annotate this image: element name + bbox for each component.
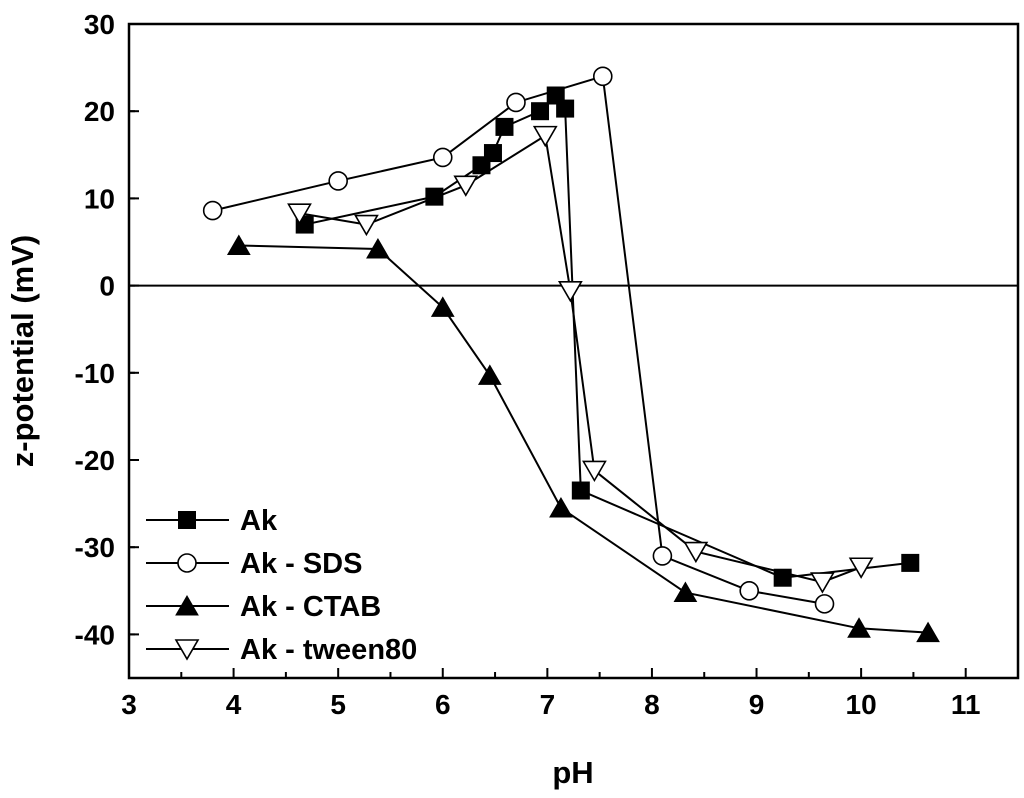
data-point-ak-tween80 <box>683 541 709 564</box>
data-point-ak-tween80 <box>848 557 874 579</box>
data-point-ak-tween80 <box>287 203 312 225</box>
data-point-ak-ctab <box>673 581 698 603</box>
axis-ticks: 3 4 5 6 7 8 9 10 11 30 20 10 0 -10 -20 -30 -40 <box>75 9 981 720</box>
y-axis-title: z-potential (mV) <box>5 235 40 468</box>
data-point-ak-sds <box>739 580 760 601</box>
legend-marker-ak <box>178 511 196 529</box>
data-point-ak-ctab <box>847 617 871 638</box>
legend-marker-ak-ctab <box>175 595 199 616</box>
data-point-ak-sds <box>652 546 673 566</box>
legend-label-ak-sds: Ak - SDS <box>240 548 362 580</box>
data-point-ak-sds <box>328 171 348 191</box>
data-point-ak-sds <box>592 66 613 87</box>
data-point-ak <box>531 102 550 121</box>
data-point-ak-ctab <box>366 237 390 259</box>
series-line-ak-ctab <box>238 244 929 634</box>
data-point-ak-ctab <box>430 296 455 317</box>
x-tick-label: 9 <box>749 689 765 720</box>
series-markers <box>202 66 940 643</box>
data-point-ak-tween80 <box>453 175 479 197</box>
series-line-ak-sds <box>212 75 825 605</box>
legend-label-ak: Ak <box>240 505 278 537</box>
y-tick-label: -10 <box>75 358 115 389</box>
data-point-ak-ctab <box>916 621 940 643</box>
data-point-ak <box>773 568 792 587</box>
plot-frame <box>127 22 1020 680</box>
x-tick-label: 8 <box>644 689 660 720</box>
legend-marker-ak-tween80 <box>174 639 200 661</box>
data-point-ak-ctab <box>477 364 502 385</box>
y-tick-label: 30 <box>84 9 115 40</box>
y-tick-label: -30 <box>75 532 115 563</box>
y-tick-label: 20 <box>84 96 115 127</box>
data-point-ak-tween80 <box>810 572 835 594</box>
legend-label-ak-tween80: Ak - tween80 <box>240 634 417 666</box>
y-tick-label: -40 <box>75 619 115 650</box>
legend-label-ak-ctab: Ak - CTAB <box>240 591 381 623</box>
x-tick-label: 6 <box>435 689 451 720</box>
legend: Ak Ak - SDS Ak - CTAB Ak - tween80 <box>146 505 417 666</box>
data-point-ak-ctab <box>226 234 251 255</box>
x-tick-label: 4 <box>226 689 242 720</box>
x-tick-label: 7 <box>540 689 556 720</box>
legend-marker-ak-sds <box>177 553 197 573</box>
x-tick-label: 3 <box>121 689 137 720</box>
data-point-ak-sds <box>432 147 453 168</box>
series-line-ak-tween80 <box>299 133 862 584</box>
data-point-ak-sds <box>814 594 835 614</box>
data-point-ak-sds <box>202 200 223 221</box>
data-point-ak-tween80 <box>557 281 583 303</box>
y-tick-label: 10 <box>84 183 115 214</box>
data-point-ak-sds <box>506 92 526 113</box>
y-tick-label: -20 <box>75 445 115 476</box>
data-point-ak <box>483 144 502 163</box>
data-point-ak-tween80 <box>582 460 607 483</box>
data-point-ak <box>571 481 590 500</box>
x-tick-label: 5 <box>330 689 346 720</box>
y-tick-label: 0 <box>99 271 115 302</box>
data-point-ak <box>425 187 444 206</box>
data-point-ak <box>556 99 575 118</box>
data-point-ak <box>495 117 514 136</box>
data-point-ak-tween80 <box>532 125 558 148</box>
data-point-ak-tween80 <box>354 214 379 237</box>
x-axis-title: pH <box>552 755 593 790</box>
data-point-ak <box>901 553 920 572</box>
x-tick-label: 11 <box>951 689 981 720</box>
data-point-ak-ctab <box>549 496 573 518</box>
x-tick-label: 10 <box>846 689 877 720</box>
